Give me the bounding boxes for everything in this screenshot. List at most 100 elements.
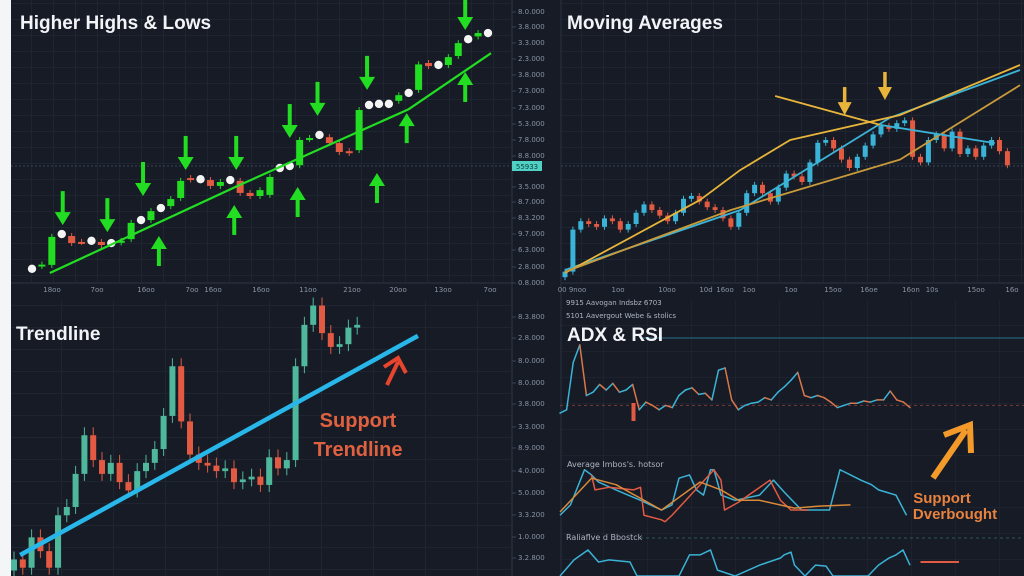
candle-body [72, 473, 79, 507]
adx-line-segment [559, 409, 568, 414]
adx-line-segment [902, 401, 911, 409]
candle-body [117, 240, 125, 243]
arrow-head [398, 113, 415, 127]
candle-body [68, 236, 76, 244]
adx-line-segment [796, 371, 806, 397]
arrow-up-higher-low [457, 71, 474, 102]
adx-line-segment [684, 387, 693, 391]
price-badge [512, 161, 542, 171]
candle-body [681, 198, 686, 213]
candle-body [296, 140, 304, 166]
adx-line-segment [816, 394, 825, 399]
overbought-arrow-icon [930, 420, 974, 480]
candle-body [949, 131, 955, 149]
arrow-down-higher-high [54, 191, 71, 226]
candle-body [846, 159, 852, 168]
arrow-head [54, 212, 71, 226]
adx-line-segment [889, 390, 898, 401]
moving-average-line [564, 84, 1021, 273]
arrow-up-higher-low [289, 187, 306, 218]
adx-line-segment [836, 404, 845, 409]
support-annotation-line1: Support [320, 410, 397, 432]
adx-line-segment [843, 402, 852, 407]
bottom-indicator-line [559, 549, 911, 576]
arrow-head [135, 183, 152, 196]
adx-line-segment [691, 387, 700, 396]
candle-body [19, 559, 26, 568]
y-tick-label: 7.3.000 [518, 87, 545, 95]
y-tick-label: 2.8.000 [518, 334, 545, 342]
arrow-head [877, 86, 892, 100]
arrow-down-higher-high [309, 81, 326, 116]
x-tick-label: 16oo [204, 286, 221, 294]
candle-body [625, 224, 631, 230]
candle-body [187, 421, 193, 455]
candle-body [222, 468, 229, 472]
arrow-down-higher-high [99, 198, 116, 233]
candle-body [562, 271, 568, 278]
y-tick-label: 3.3.000 [518, 39, 545, 47]
candle-doji [483, 28, 493, 38]
candle-body [783, 173, 789, 188]
arrow-head [457, 16, 474, 30]
candle-body [319, 305, 325, 334]
candle-doji [434, 60, 443, 70]
candle-body [127, 222, 135, 240]
x-tick-label: 16oe [860, 286, 878, 294]
candle-body [246, 192, 254, 196]
x-tick-label: 10s [926, 286, 939, 294]
candle-body [570, 229, 576, 272]
panel-moving-averages-grid [561, 0, 1024, 282]
y-tick-label: 3.2.800 [518, 554, 545, 562]
candle-body [720, 210, 726, 219]
candle-body [474, 33, 482, 37]
arrow-head [359, 76, 376, 90]
x-tick-label: 13oo [434, 286, 451, 294]
candle-body [325, 137, 333, 144]
y-tick-label: 3.3.000 [518, 423, 545, 431]
y-tick-label: 0.8.000 [518, 279, 545, 287]
candle-body [602, 218, 607, 227]
candle-doji [87, 236, 96, 245]
candle-body [206, 180, 214, 186]
arrow-down-higher-high [359, 55, 376, 90]
candle-body [335, 143, 343, 153]
candle-body [169, 366, 176, 416]
candle-doji [156, 203, 166, 213]
candle-body [870, 134, 876, 146]
middle-indicator-label: Average Imbos's. hotsor [567, 460, 664, 469]
candle-doji [315, 130, 324, 140]
y-tick-label: 5.0.000 [518, 489, 545, 497]
candle-body [910, 120, 916, 157]
candle-body [345, 151, 353, 154]
candle-body [444, 57, 452, 65]
arrow-head [99, 219, 116, 233]
x-tick-label: 10d [699, 286, 712, 294]
candle-body [81, 435, 88, 474]
moving-average-line [880, 123, 995, 144]
x-tick-label: 00 9noo [558, 286, 587, 294]
candle-body [55, 515, 61, 568]
candle-doji [364, 100, 374, 110]
candle-doji [27, 264, 37, 273]
candle-body [46, 551, 53, 568]
arrow-down-higher-high [228, 135, 245, 170]
adx-line-segment [572, 344, 581, 364]
arrow-head [228, 156, 245, 170]
candle-body [248, 476, 255, 480]
arrow-up-higher-low [398, 113, 415, 144]
y-tick-label: 9.7.000 [518, 230, 545, 238]
candle-body [160, 415, 167, 450]
panel-adx-rsi-grid [561, 300, 1024, 576]
arrow-head [837, 102, 852, 116]
adx-line-segment [750, 401, 759, 404]
overbought-annotation-line1: Support [913, 490, 971, 507]
candle-body [147, 211, 155, 221]
candle-body [283, 460, 290, 469]
candle-body [807, 162, 813, 182]
adx-line-segment [565, 361, 574, 411]
candle-body [216, 182, 224, 186]
candle-body [327, 333, 334, 347]
support-trendline [19, 333, 420, 557]
support-annotation-line2: Trendline [314, 439, 403, 461]
